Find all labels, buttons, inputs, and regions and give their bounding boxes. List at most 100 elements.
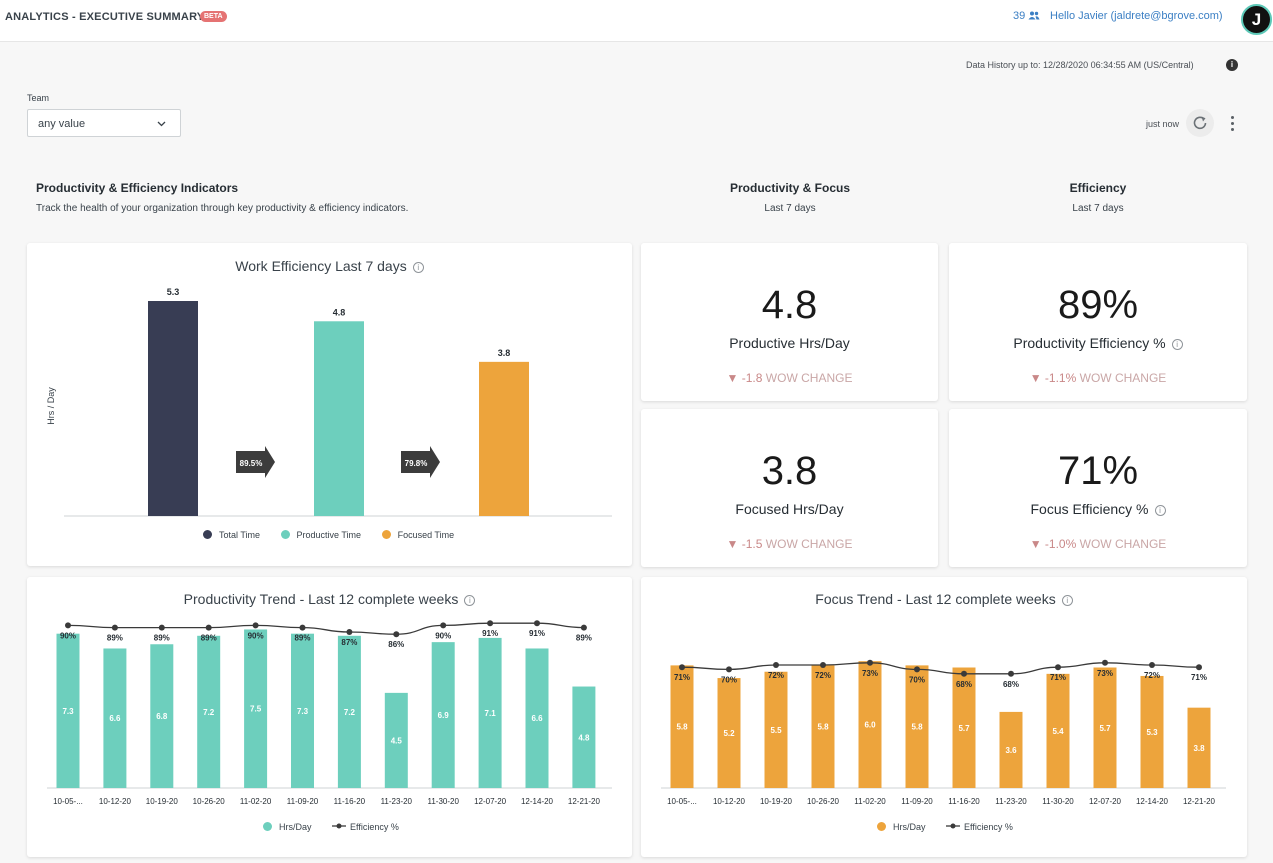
legend-hrs-day: Hrs/Day (877, 822, 926, 832)
bar (858, 661, 882, 788)
info-icon: i (412, 262, 424, 273)
more-options-icon[interactable] (1226, 114, 1238, 134)
bar (197, 635, 221, 788)
team-filter-select[interactable]: any value (27, 109, 181, 137)
productive-hrs-value: 4.8 (761, 283, 818, 327)
efficiency-point (252, 622, 259, 629)
refresh-button[interactable] (1186, 109, 1214, 137)
data-label: 5.2 (723, 729, 735, 738)
efficiency-label: 89% (294, 634, 310, 643)
bar (478, 637, 502, 788)
bar (244, 629, 268, 788)
efficiency-label: 70% (909, 675, 925, 684)
efficiency-point (1102, 659, 1108, 666)
focus-trend-legend: Hrs/Day Efficiency % (877, 822, 1031, 832)
info-icon: i (1171, 339, 1183, 350)
efficiency-point (158, 624, 165, 631)
bar (525, 648, 549, 788)
tick-label: 11-02-20 (854, 797, 886, 806)
y-axis-label: Hrs / Day (46, 387, 56, 425)
arrow-label: 89.5% (240, 459, 263, 468)
efficiency-point (393, 631, 400, 638)
data-label: 6.0 (864, 721, 876, 730)
productivity-focus-title: Productivity & Focus (729, 181, 851, 195)
tick-label: 10-26-20 (193, 797, 226, 806)
efficiency-label: 71% (1191, 673, 1207, 682)
indicators-title: Productivity & Efficiency Indicators (36, 181, 239, 195)
last-refresh-text: just now (1146, 119, 1180, 129)
tick-label: 11-30-20 (427, 797, 459, 806)
focused-hrs-label: Focused Hrs/Day (735, 501, 844, 517)
efficiency-label: 90% (435, 631, 451, 640)
focused-hrs-change: ▼ -1.5 WOW CHANGE (726, 537, 853, 551)
data-label: 5.8 (911, 723, 923, 732)
bar (150, 644, 174, 788)
work-efficiency-chart: Hrs / Day 5.3 4.8 3.8 89.5% 79.8% (46, 287, 612, 517)
data-label: 5.5 (770, 726, 782, 735)
efficiency-point (1055, 664, 1061, 671)
bar (56, 633, 80, 788)
user-greeting-link[interactable]: Hello Javier (jaldrete@bgrove.com) (1050, 10, 1223, 22)
efficiency-point (111, 624, 118, 631)
efficiency-line (67, 622, 584, 635)
data-label: 7.1 (485, 709, 497, 718)
data-label: 5.7 (1099, 724, 1111, 733)
efficiency-label: 68% (956, 680, 972, 689)
bar (291, 633, 314, 788)
efficiency-label: 89% (576, 634, 592, 643)
users-icon (1028, 11, 1040, 20)
data-label: 6.6 (531, 714, 543, 723)
legend-hrs-day: Hrs/Day (263, 822, 312, 832)
bar (103, 648, 127, 788)
tick-label: 11-16-20 (948, 797, 980, 806)
efficiency-label: 90% (248, 631, 264, 640)
data-label: 7.2 (203, 708, 215, 717)
avatar[interactable]: J (1241, 4, 1272, 35)
bar (1046, 673, 1070, 788)
bar (717, 678, 741, 788)
data-label: 4.8 (333, 307, 346, 317)
efficiency-label: 68% (1003, 680, 1019, 689)
bar (1093, 667, 1117, 788)
efficiency-title: Efficiency (1069, 181, 1127, 195)
data-label: 5.8 (676, 723, 688, 732)
data-label: 4.8 (578, 733, 590, 742)
down-triangle-icon: ▼ (1029, 537, 1042, 551)
user-count[interactable]: 39 (1013, 10, 1040, 22)
focus-trend-title: Focus Trend - Last 12 complete weeks i (641, 591, 1247, 607)
data-label: 3.8 (1193, 744, 1205, 753)
arrow-icon (236, 446, 275, 478)
top-bar: ANALYTICS - EXECUTIVE SUMMARY BETA 39 He… (0, 0, 1273, 42)
indicators-subtitle: Track the health of your organization th… (36, 203, 409, 214)
efficiency-point (487, 620, 494, 627)
efficiency-label: 70% (721, 675, 737, 684)
focus-efficiency-label: Focus Efficiency % i (949, 501, 1247, 517)
productivity-trend-card: Productivity Trend - Last 12 complete we… (27, 577, 632, 857)
team-filter-value: any value (38, 118, 86, 130)
efficiency-label: 89% (107, 634, 123, 643)
tick-label: 10-05-... (667, 797, 697, 806)
team-filter-label: Team (27, 93, 50, 103)
efficiency-label: 71% (1050, 673, 1066, 682)
tick-label: 10-05-... (53, 797, 83, 806)
data-label: 5.8 (817, 723, 829, 732)
bar (337, 635, 361, 788)
data-label: 6.9 (438, 711, 450, 720)
productivity-efficiency-card: 89% Productivity Efficiency % i ▼ -1.1% W… (949, 243, 1247, 401)
efficiency-label: 91% (482, 629, 498, 638)
data-label: 7.2 (344, 708, 356, 717)
info-icon: i (1061, 595, 1073, 606)
data-label: 7.5 (250, 705, 262, 714)
tick-label: 10-26-20 (807, 797, 840, 806)
down-triangle-icon: ▼ (1029, 371, 1042, 385)
efficiency-point (346, 629, 353, 635)
focus-trend-card: Focus Trend - Last 12 complete weeks i 5.… (641, 577, 1247, 857)
efficiency-point (205, 624, 212, 631)
info-icon[interactable]: i (1226, 59, 1238, 71)
bar (384, 692, 408, 788)
efficiency-label: 86% (388, 640, 404, 649)
tick-label: 12-07-20 (1089, 797, 1122, 806)
tick-label: 10-19-20 (760, 797, 793, 806)
tick-label: 12-21-20 (568, 797, 601, 806)
efficiency-point (961, 670, 967, 677)
